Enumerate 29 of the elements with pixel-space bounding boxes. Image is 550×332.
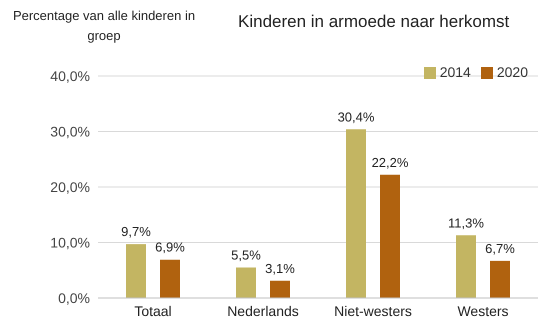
- data-label: 6,7%: [485, 240, 516, 256]
- data-label: 30,4%: [338, 109, 375, 124]
- x-tick-label: Totaal: [134, 302, 172, 319]
- x-tick-label: Westers: [457, 302, 509, 319]
- bar: [346, 129, 366, 298]
- x-tick-label: Nederlands: [227, 302, 299, 319]
- y-tick-label: 0,0%: [58, 290, 90, 306]
- bar: [490, 260, 510, 298]
- bar: [456, 235, 476, 298]
- y-tick-label: 10,0%: [50, 234, 90, 250]
- x-tick-label: Niet-westers: [334, 302, 412, 319]
- bar: [270, 280, 290, 298]
- data-label: 22,2%: [372, 154, 409, 170]
- data-label: 11,3%: [448, 215, 484, 230]
- bar: [126, 244, 146, 298]
- y-axis-title: Percentage van alle kinderen in groep: [12, 7, 196, 45]
- legend-label: 2014: [440, 64, 471, 80]
- legend-label: 2020: [496, 64, 528, 80]
- chart-title: Kinderen in armoede naar herkomst: [238, 12, 510, 32]
- data-label: 3,1%: [265, 260, 296, 276]
- data-label: 5,5%: [231, 247, 262, 262]
- y-tick-label: 30,0%: [50, 123, 90, 140]
- y-tick-label: 20,0%: [50, 178, 90, 195]
- bar: [380, 174, 400, 298]
- y-tick-label: 40,0%: [50, 68, 90, 84]
- data-label: 9,7%: [121, 224, 152, 240]
- bar: [236, 267, 256, 298]
- bar: [160, 260, 180, 298]
- data-label: 6,9%: [155, 240, 186, 255]
